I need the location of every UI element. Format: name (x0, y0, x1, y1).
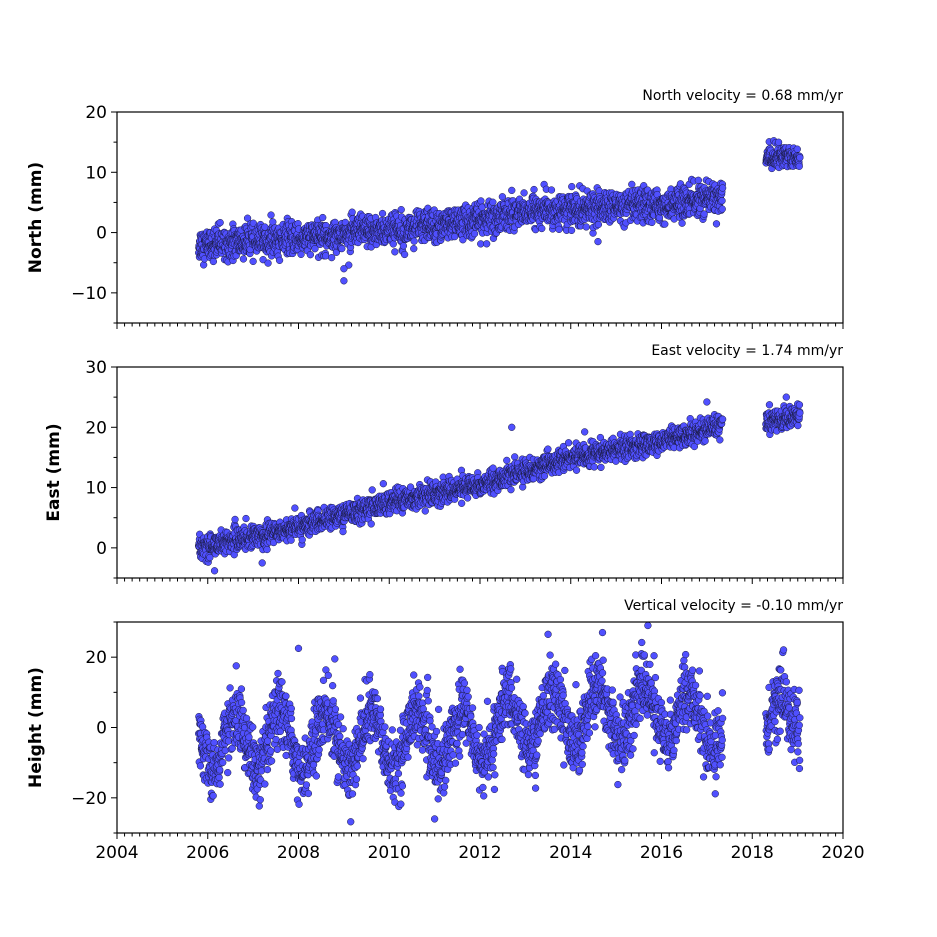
east-point (597, 463, 605, 472)
north-point (345, 261, 353, 269)
east-point (367, 520, 375, 528)
north-point (508, 186, 516, 195)
north-point (306, 251, 315, 259)
north-point (319, 213, 327, 222)
north-point (594, 220, 603, 229)
north-point (700, 210, 708, 218)
north-point (498, 193, 507, 201)
north-point (267, 211, 275, 219)
north-point (712, 220, 721, 228)
east-point (503, 456, 511, 465)
north-point (795, 162, 803, 170)
north-point (275, 256, 284, 265)
north-point (594, 237, 602, 246)
north-point (568, 182, 576, 191)
north-point (793, 145, 801, 153)
north-point (348, 208, 356, 216)
east-point (765, 401, 774, 409)
north-point (483, 240, 491, 248)
east-point (458, 499, 466, 507)
north-point (311, 245, 319, 253)
north-point (489, 198, 497, 206)
north-ytick-label: 0 (96, 224, 107, 244)
north-point (694, 176, 703, 184)
north-point (378, 209, 387, 218)
east-point (298, 536, 306, 544)
east-point (339, 527, 347, 536)
east-series (195, 393, 804, 575)
north-point (718, 197, 726, 205)
north-point (243, 214, 252, 222)
north-point (340, 277, 348, 285)
north-point (477, 197, 485, 205)
north-point (555, 225, 563, 234)
north-point (389, 240, 397, 248)
north-point (216, 218, 224, 227)
east-point (507, 486, 515, 494)
east-point (287, 536, 295, 544)
north-point (567, 226, 576, 235)
north-point (340, 265, 348, 273)
east-point (489, 464, 497, 472)
north-point (239, 255, 248, 263)
north-point (391, 248, 399, 256)
east-point (291, 504, 299, 512)
east-point (718, 415, 727, 423)
north-point (718, 205, 726, 213)
east-point (263, 545, 271, 554)
east-point (463, 494, 472, 502)
east-point (544, 445, 552, 453)
north-point (297, 250, 305, 259)
north-point (209, 257, 218, 266)
north-point (520, 189, 528, 197)
north-point (628, 180, 636, 189)
north-point (410, 237, 418, 245)
north-point (796, 154, 804, 162)
north-point (547, 186, 556, 194)
north-ytick-label: 10 (85, 163, 107, 183)
north-velocity-annotation: North velocity = 0.68 mm/yr (642, 88, 843, 104)
panel-north: −10 0 10 20 North velocity = 0.68 mm/yr North… (26, 88, 844, 329)
north-point (718, 184, 727, 192)
north-point (538, 224, 546, 233)
north-ytick-label: 20 (85, 103, 107, 123)
north-point (678, 219, 686, 227)
north-point (249, 219, 257, 227)
north-point (338, 244, 346, 253)
east-point (421, 507, 429, 515)
north-point (199, 261, 208, 269)
east-point (206, 553, 214, 562)
north-point (530, 185, 538, 194)
north-point (582, 223, 590, 231)
east-point (564, 439, 573, 447)
north-series (195, 137, 804, 285)
north-point (259, 256, 267, 264)
east-point (540, 472, 549, 480)
north-point (400, 250, 409, 259)
north-point (399, 242, 408, 250)
east-point (368, 486, 376, 494)
east-point (581, 428, 589, 436)
east-point (701, 437, 709, 445)
east-point (379, 480, 387, 488)
north-point (397, 206, 405, 214)
north-point (328, 253, 336, 262)
north-ytick-label: −10 (71, 284, 107, 304)
north-point (774, 138, 783, 146)
east-point (242, 514, 250, 523)
east-point (716, 436, 724, 444)
east-point (511, 453, 519, 461)
north-ylabel: North (mm) (26, 162, 46, 273)
north-point (410, 245, 418, 253)
east-point (572, 466, 581, 474)
east-point (231, 515, 239, 524)
north-point (249, 257, 257, 266)
north-point (648, 218, 656, 227)
north-point (470, 230, 479, 238)
north-point (264, 259, 272, 267)
north-point (661, 220, 669, 228)
east-point (590, 463, 598, 471)
